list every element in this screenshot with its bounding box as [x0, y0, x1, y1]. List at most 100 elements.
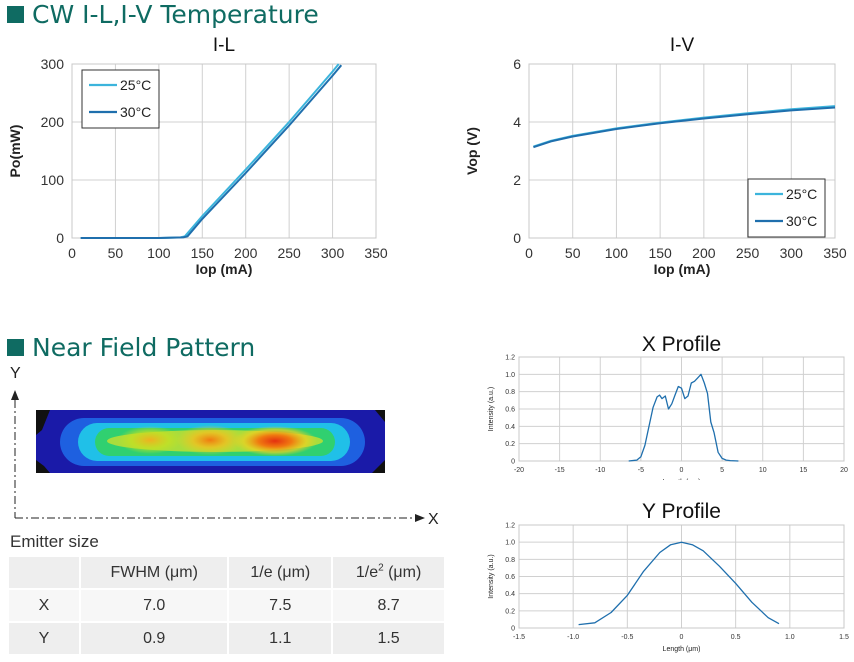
y-tick-label: 1.0: [505, 372, 515, 379]
x-tick-label: -15: [555, 467, 565, 474]
y-tick-label: 0.6: [505, 574, 515, 581]
y-tick-label: 0.8: [505, 557, 515, 564]
nearfield-section-title: Near Field Pattern: [7, 333, 255, 362]
y-tick-label: 0.2: [505, 441, 515, 448]
nearfield-title-text: Near Field Pattern: [32, 333, 256, 362]
table-cell: 0.9: [80, 622, 230, 656]
y-axis-label: Po(mW): [7, 125, 23, 178]
y-tick-label: 0: [56, 230, 64, 246]
yprofile-chart: Y Profile 0 0.2 0.4 0.6 0.8 1.0 1.2 -1.5 -1.0 -0.5…: [488, 500, 849, 653]
x-tick-label: 0: [525, 245, 533, 261]
table-row: Y 0.9 1.1 1.5: [9, 622, 446, 656]
x-tick-label: 15: [799, 467, 807, 474]
y-tick-label: 1.0: [505, 540, 515, 547]
x-tick-label: 300: [321, 245, 345, 261]
legend-box: [81, 69, 160, 129]
x-axis-label: Length (μm): [663, 479, 701, 480]
y-axis-arrow-icon: [11, 390, 19, 400]
xprofile-chart: X Profile 0 0.2 0.4 0.6 0.8 1.0 1.2 -20 -15 -10 -5 0…: [488, 333, 848, 480]
series-line-0: [578, 541, 780, 626]
x-axis-arrow-icon: [415, 514, 425, 522]
y-tick-label: 0: [511, 625, 515, 632]
y-axis-label: Vop (V): [464, 127, 480, 175]
x-tick-label: 350: [823, 245, 847, 261]
x-tick-label: 100: [605, 245, 629, 261]
x-tick-label: -1.0: [567, 634, 579, 641]
plot-frame: [518, 356, 845, 462]
title-square-icon: [7, 339, 24, 356]
x-tick-label: -10: [595, 467, 605, 474]
chart-title: I-V: [670, 35, 695, 56]
superscript: 2: [378, 562, 384, 574]
nearfield-spot-mid: [176, 425, 244, 455]
y-tick-label: 200: [41, 114, 65, 130]
title-square-icon: [7, 6, 24, 23]
emitter-size-table: FWHM (μm) 1/e (μm) 1/e2 (μm) X 7.0 7.5 8…: [9, 557, 446, 656]
x-tick-label: 100: [147, 245, 171, 261]
legend-label: 25°C: [786, 186, 817, 202]
emitter-size-label: Emitter size: [10, 532, 99, 551]
x-tick-label: 150: [191, 245, 215, 261]
y-tick-label: 2: [513, 172, 521, 188]
y-axis-label: Intensity (a.u.): [488, 387, 495, 431]
x-tick-label: 50: [565, 245, 581, 261]
x-axis-label: Iop (mA): [196, 261, 253, 277]
table-cell: 1.5: [332, 622, 446, 656]
table-cell: 8.7: [332, 589, 446, 623]
table-cell: 7.0: [80, 589, 230, 623]
x-tick-label: 250: [277, 245, 301, 261]
y-tick-label: 1.2: [505, 522, 515, 529]
y-tick-label: 0.4: [505, 591, 515, 598]
e2-header-text: 1/e2 (μm): [355, 562, 422, 582]
iv-chart: I-V 0 2 4 6 0 50 100 150 200 250 300 350 Iop (mA) Vop …: [464, 35, 847, 277]
temperature-section-title: CW I-L,I-V Temperature: [7, 0, 319, 29]
temperature-title-text: CW I-L,I-V Temperature: [32, 0, 319, 29]
table-cell: 1.1: [228, 622, 334, 656]
x-tick-label: 200: [692, 245, 716, 261]
series-line-30C: [533, 106, 836, 149]
nearfield-pattern: Y X: [10, 365, 439, 528]
series-line-25C: [533, 105, 836, 148]
y-tick-label: 300: [41, 56, 65, 72]
table-header-cell: FWHM (μm): [80, 557, 230, 590]
nearfield-x-label: X: [428, 511, 439, 528]
y-tick-label: 100: [41, 172, 65, 188]
y-tick-label: 0.8: [505, 389, 515, 396]
y-tick-label: 6: [513, 56, 521, 72]
y-tick-label: 0.2: [505, 608, 515, 615]
y-tick-label: 0: [513, 230, 521, 246]
table-cell: X: [9, 589, 81, 623]
x-axis-label: Iop (mA): [654, 261, 711, 277]
x-tick-label: 350: [364, 245, 388, 261]
x-tick-label: 10: [759, 467, 767, 474]
plot-frame: [528, 63, 836, 239]
legend-box: [747, 178, 826, 238]
legend-label: 30°C: [786, 213, 817, 229]
y-tick-label: 0.4: [505, 424, 515, 431]
x-tick-label: 0: [68, 245, 76, 261]
x-tick-label: -20: [514, 467, 524, 474]
x-tick-label: -1.5: [513, 634, 525, 641]
table-header-cell: [9, 557, 81, 590]
x-tick-label: 0: [680, 634, 684, 641]
y-axis-label: Intensity (a.u.): [488, 554, 495, 598]
x-tick-label: 1.5: [839, 634, 849, 641]
nearfield-y-label: Y: [10, 365, 21, 382]
x-tick-label: 300: [780, 245, 804, 261]
x-tick-label: 1.0: [785, 634, 795, 641]
x-tick-label: 20: [840, 467, 848, 474]
chart-title: Y Profile: [642, 500, 721, 523]
y-tick-label: 1.2: [505, 354, 515, 361]
table-header-cell-e2: 1/e2 (μm): [332, 557, 446, 590]
x-tick-label: 250: [736, 245, 760, 261]
y-tick-label: 0.6: [505, 406, 515, 413]
x-tick-label: -0.5: [621, 634, 633, 641]
x-tick-label: 150: [648, 245, 672, 261]
series-line-30C: [80, 64, 343, 239]
il-chart: I-L 0 100 200 300 0 50 100 150 200 250 300 350 Iop (m…: [7, 35, 388, 277]
x-tick-label: 5: [720, 467, 724, 474]
legend-label: 30°C: [120, 104, 151, 120]
x-axis-label: Length (μm): [663, 646, 701, 653]
plot-frame: [518, 524, 845, 629]
x-tick-label: 0: [680, 467, 684, 474]
